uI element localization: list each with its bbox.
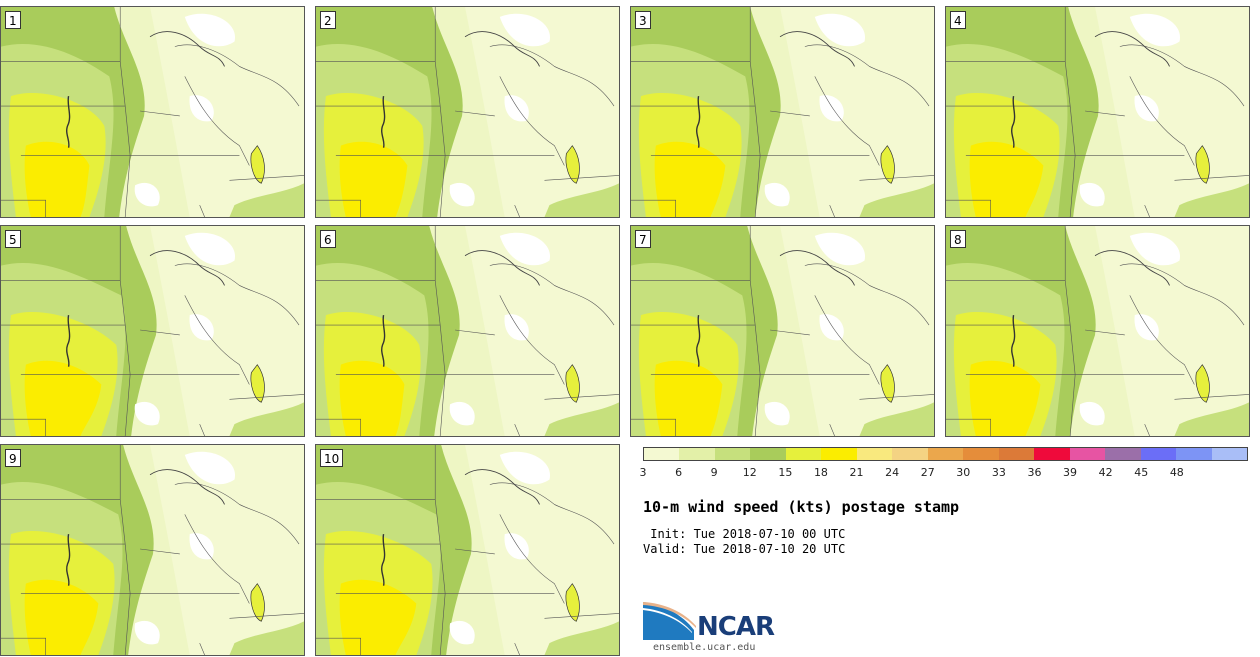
colorbar-tick-label: 33 xyxy=(991,466,1006,479)
colorbar-tick-label: 39 xyxy=(1063,466,1078,479)
colorbar-swatch xyxy=(998,448,1035,460)
ensemble-member-panel-9: 9 xyxy=(0,444,305,656)
panel-number-label: 2 xyxy=(320,11,336,29)
colorbar-swatch xyxy=(1211,448,1247,460)
colorbar-tick-label: 30 xyxy=(956,466,971,479)
colorbar-swatch xyxy=(963,448,999,460)
wind-speed-map xyxy=(631,7,934,217)
colorbar-swatch xyxy=(1034,448,1070,460)
colorbar-tick-label: 24 xyxy=(885,466,900,479)
panel-number-label: 8 xyxy=(950,230,966,248)
colorbar-tick-label: 45 xyxy=(1134,466,1149,479)
colorbar-swatch xyxy=(927,448,964,460)
plot-title: 10-m wind speed (kts) postage stamp xyxy=(643,498,960,516)
colorbar-tick-label: 15 xyxy=(778,466,793,479)
panel-number-label: 3 xyxy=(635,11,651,29)
colorbar-tick-label: 27 xyxy=(920,466,935,479)
wind-speed-map xyxy=(946,7,1249,217)
panel-number-label: 6 xyxy=(320,230,336,248)
colorbar-swatch xyxy=(856,448,893,460)
wind-speed-map xyxy=(316,226,619,436)
ensemble-member-panel-5: 5 xyxy=(0,225,305,437)
panel-number-label: 10 xyxy=(320,449,344,467)
panel-number-label: 5 xyxy=(5,230,21,248)
colorbar-tick-label: 3 xyxy=(639,466,647,479)
colorbar-tick-label: 9 xyxy=(710,466,718,479)
colorbar-swatch xyxy=(644,448,680,460)
ncar-logo-text: NCAR xyxy=(697,612,775,642)
ensemble-member-panel-10: 10 xyxy=(315,444,620,656)
colorbar-tick-label: 12 xyxy=(742,466,757,479)
colorbar-swatch xyxy=(1140,448,1177,460)
colorbar-swatch xyxy=(785,448,822,460)
wind-speed-map xyxy=(946,226,1249,436)
colorbar-swatch xyxy=(750,448,786,460)
colorbar-tick-label: 18 xyxy=(813,466,828,479)
wind-speed-map xyxy=(316,7,619,217)
colorbar-swatch xyxy=(1105,448,1141,460)
panel-number-label: 4 xyxy=(950,11,966,29)
colorbar-swatch xyxy=(1176,448,1212,460)
colorbar-tick-label: 48 xyxy=(1169,466,1184,479)
colorbar-swatch xyxy=(892,448,928,460)
ensemble-member-panel-2: 2 xyxy=(315,6,620,218)
colorbar-tick-label: 6 xyxy=(675,466,683,479)
panel-number-label: 9 xyxy=(5,449,21,467)
ensemble-member-panel-8: 8 xyxy=(945,225,1250,437)
colorbar-tick-label: 42 xyxy=(1098,466,1113,479)
ensemble-member-panel-6: 6 xyxy=(315,225,620,437)
ensemble-member-panel-4: 4 xyxy=(945,6,1250,218)
site-url[interactable]: ensemble.ucar.edu xyxy=(653,642,756,653)
colorbar-swatch xyxy=(714,448,751,460)
colorbar-tick-labels: 3 6 9 12 15 18 21 24 27 30 33 36 39 42 45 48 xyxy=(639,466,1248,480)
ensemble-member-panel-1: 1 xyxy=(0,6,305,218)
colorbar-tick-label: 21 xyxy=(849,466,864,479)
wind-speed-map xyxy=(1,7,304,217)
ensemble-member-panel-7: 7 xyxy=(630,225,935,437)
wind-speed-map xyxy=(316,445,619,655)
colorbar-swatch xyxy=(679,448,715,460)
ncar-logo-icon xyxy=(643,602,696,640)
colorbar-swatch xyxy=(821,448,857,460)
ensemble-member-panel-3: 3 xyxy=(630,6,935,218)
panel-number-label: 1 xyxy=(5,11,21,29)
panel-number-label: 7 xyxy=(635,230,651,248)
colorbar-swatch xyxy=(1069,448,1106,460)
wind-speed-colorbar xyxy=(643,447,1248,461)
wind-speed-map xyxy=(1,226,304,436)
wind-speed-map xyxy=(1,445,304,655)
colorbar-tick-label: 36 xyxy=(1027,466,1042,479)
valid-time: Valid: Tue 2018-07-10 20 UTC xyxy=(643,542,846,556)
init-time: Init: Tue 2018-07-10 00 UTC xyxy=(643,527,846,541)
wind-speed-map xyxy=(631,226,934,436)
